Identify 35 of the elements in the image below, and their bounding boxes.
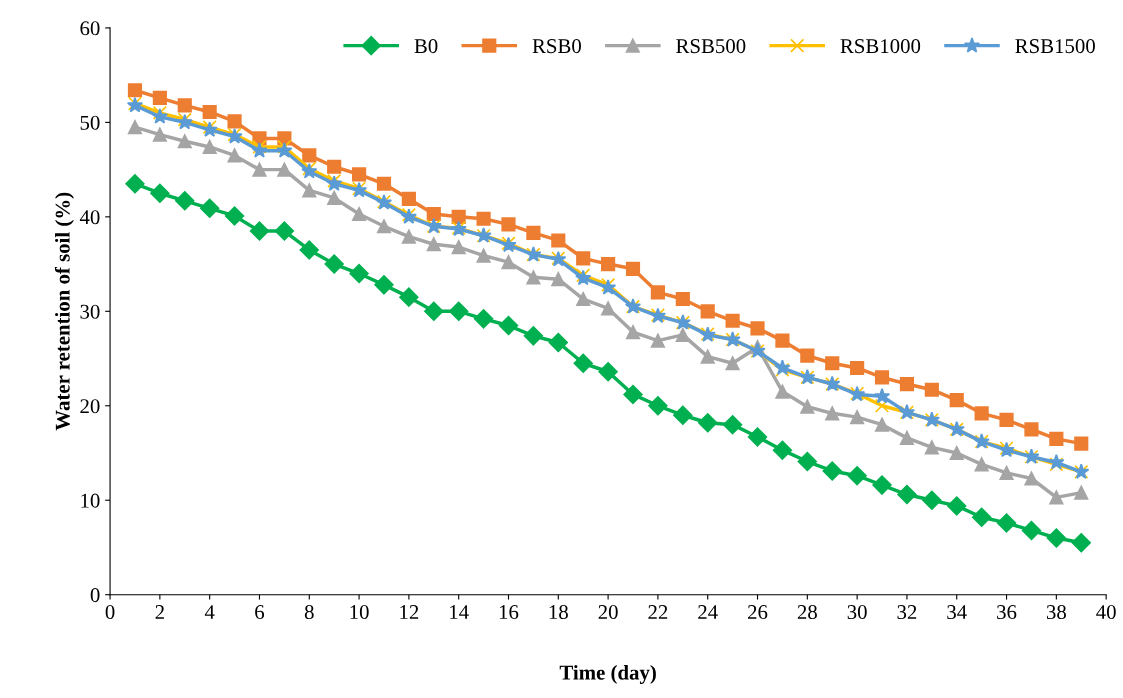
y-tick-label: 20 (80, 399, 100, 414)
x-tick-label: 20 (598, 605, 618, 620)
x-tick-label: 12 (400, 605, 419, 619)
y-tick-label: 30 (80, 304, 100, 319)
x-tick-label: 18 (549, 605, 568, 620)
legend-label: RSB1500 (1015, 39, 1095, 54)
x-tick-label: 2 (155, 605, 164, 619)
x-tick-label: 28 (797, 605, 817, 620)
x-tick-label: 6 (255, 605, 265, 620)
x-tick-label: 40 (1096, 605, 1116, 620)
y-tick-label: 60 (80, 21, 100, 36)
y-tick-label: 40 (79, 210, 100, 225)
x-tick-label: 36 (997, 605, 1017, 620)
x-axis-title: Time (day) (559, 664, 656, 684)
y-tick-label: 50 (80, 115, 100, 130)
x-tick-label: 24 (698, 605, 718, 619)
legend-label: RSB500 (676, 39, 746, 54)
x-tick-label: 34 (947, 605, 967, 620)
x-tick-label: 26 (748, 605, 768, 620)
legend-label: RSB0 (532, 39, 581, 54)
x-tick-label: 14 (450, 605, 469, 619)
x-tick-label: 8 (304, 605, 314, 620)
legend-label: B0 (414, 39, 438, 54)
x-tick-label: 4 (204, 605, 215, 619)
x-tick-label: 16 (499, 605, 519, 620)
y-tick-label: 0 (90, 588, 100, 603)
x-tick-label: 10 (350, 605, 369, 620)
x-tick-label: 30 (847, 605, 867, 620)
x-tick-label: 38 (1046, 605, 1066, 620)
legend-label: RSB1000 (840, 39, 921, 54)
x-tick-label: 32 (897, 605, 917, 620)
y-axis-title: Water retention of soil (%) (54, 192, 74, 431)
x-tick-label: 0 (105, 605, 115, 620)
x-tick-label: 22 (648, 605, 668, 619)
y-tick-label: 10 (81, 493, 100, 508)
